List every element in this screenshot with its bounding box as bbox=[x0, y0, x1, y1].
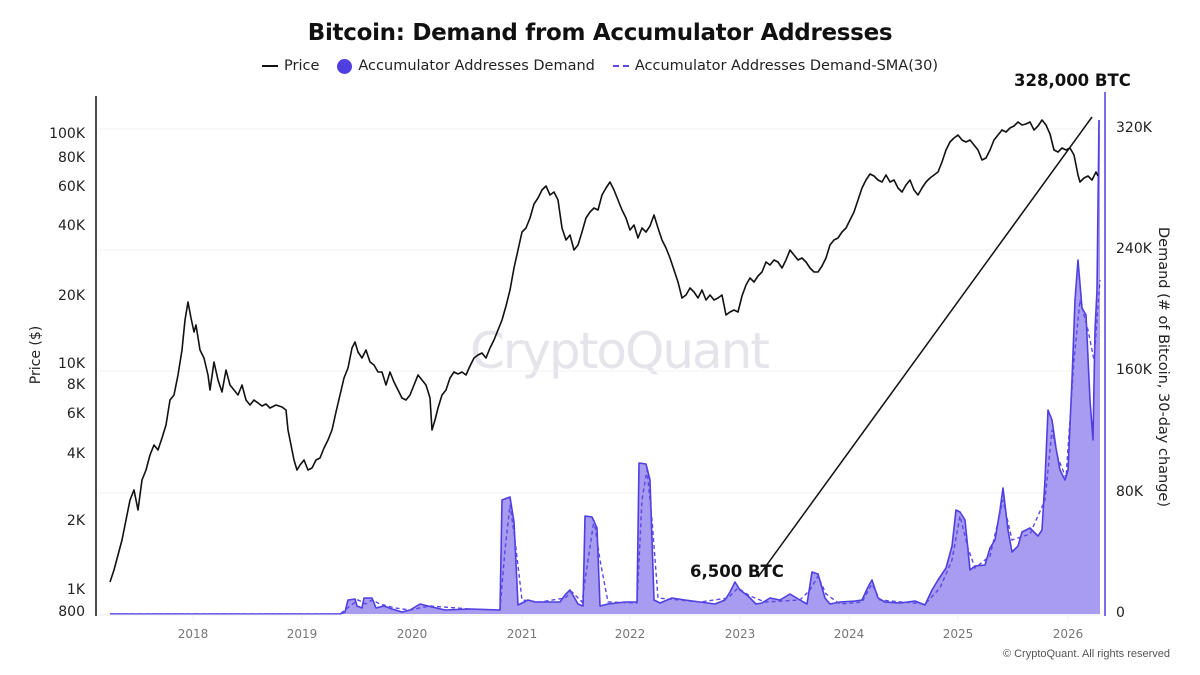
left-tick-20k: 20K bbox=[58, 288, 85, 304]
left-tick-800: 800 bbox=[58, 604, 85, 620]
x-tick-2020: 2020 bbox=[396, 627, 428, 641]
line-swatch-icon bbox=[262, 65, 279, 67]
annotation-arrow-line bbox=[757, 116, 1093, 578]
x-tick-2026: 2026 bbox=[1052, 627, 1084, 641]
x-tick-2021: 2021 bbox=[506, 627, 538, 641]
legend-item-demand[interactable]: Accumulator Addresses Demand bbox=[337, 58, 595, 74]
legend-label-demand: Accumulator Addresses Demand bbox=[358, 58, 595, 74]
copyright-footer: © CryptoQuant. All rights reserved bbox=[1002, 648, 1170, 660]
chart-legend: Price Accumulator Addresses Demand Accum… bbox=[0, 58, 1200, 74]
left-tick-1k: 1K bbox=[66, 582, 85, 598]
sma-line bbox=[110, 279, 1101, 615]
left-tick-6k: 6K bbox=[66, 406, 85, 422]
chart-title: Bitcoin: Demand from Accumulator Address… bbox=[307, 20, 893, 46]
left-tick-100k: 100K bbox=[49, 126, 85, 142]
right-tick-80k: 80K bbox=[1116, 484, 1143, 500]
x-tick-2018: 2018 bbox=[177, 627, 209, 641]
legend-item-sma[interactable]: Accumulator Addresses Demand-SMA(30) bbox=[612, 58, 938, 74]
dot-swatch-icon bbox=[337, 58, 353, 74]
annotation-high: 328,000 BTC bbox=[1014, 71, 1131, 90]
x-tick-2025: 2025 bbox=[942, 627, 974, 641]
right-tick-160k: 160K bbox=[1116, 362, 1152, 378]
gridlines bbox=[98, 128, 1100, 620]
x-tick-2019: 2019 bbox=[286, 627, 318, 641]
price-line bbox=[109, 119, 1099, 583]
left-tick-60k: 60K bbox=[58, 179, 85, 195]
legend-label-price: Price bbox=[284, 58, 320, 74]
demand-area bbox=[110, 120, 1100, 614]
legend-item-price[interactable]: Price bbox=[262, 58, 319, 74]
annotation-low: 6,500 BTC bbox=[690, 562, 784, 581]
left-tick-8k: 8K bbox=[66, 377, 85, 393]
x-tick-2024: 2024 bbox=[833, 627, 865, 641]
left-tick-40k: 40K bbox=[58, 218, 85, 234]
x-tick-2022: 2022 bbox=[614, 627, 646, 641]
legend-label-sma: Accumulator Addresses Demand-SMA(30) bbox=[634, 58, 938, 74]
left-tick-2k: 2K bbox=[66, 513, 85, 529]
x-tick-2023: 2023 bbox=[724, 627, 756, 641]
right-tick-240k: 240K bbox=[1116, 241, 1152, 257]
demand-line bbox=[110, 119, 1100, 615]
left-tick-80k: 80K bbox=[58, 150, 85, 166]
left-tick-4k: 4K bbox=[66, 446, 85, 462]
right-tick-0: 0 bbox=[1116, 605, 1125, 621]
right-tick-320k: 320K bbox=[1116, 120, 1152, 136]
dashed-line-swatch-icon bbox=[612, 65, 629, 67]
left-axis-label: Price ($) bbox=[28, 325, 44, 385]
right-axis-label: Demand (# of Bitcoin, 30-day change) bbox=[1155, 226, 1171, 508]
left-tick-10k: 10K bbox=[58, 356, 85, 372]
watermark: CryptoQuant bbox=[470, 322, 770, 380]
